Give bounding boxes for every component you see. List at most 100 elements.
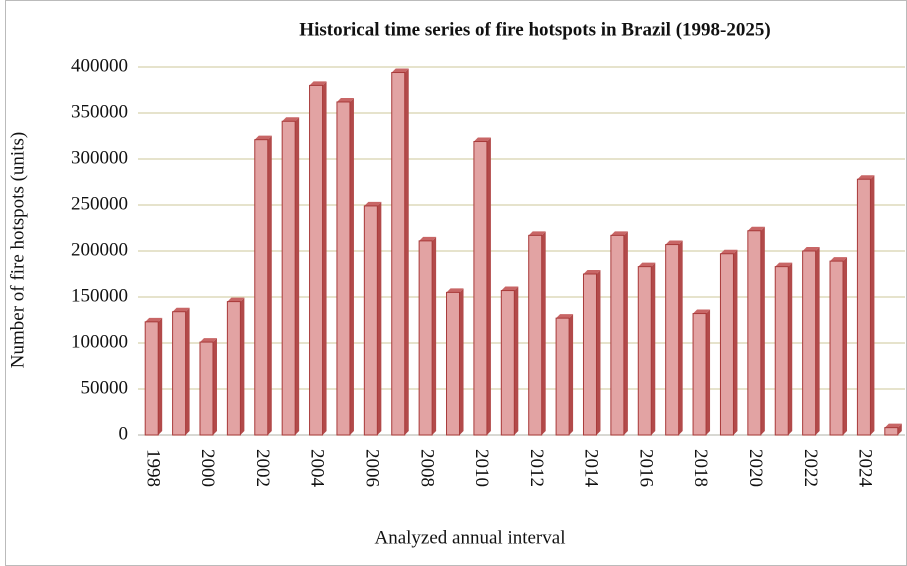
bar-side <box>322 81 327 436</box>
bar <box>144 321 159 436</box>
bar-top <box>364 201 382 206</box>
bar-top <box>227 297 245 302</box>
bar-top <box>254 135 272 140</box>
bar <box>829 260 844 436</box>
bar-top <box>473 137 491 142</box>
bar <box>884 427 899 436</box>
y-tick-label: 50000 <box>81 377 129 398</box>
bar-side <box>295 117 300 435</box>
bar-side <box>623 231 628 435</box>
bar <box>610 234 625 436</box>
bar-side <box>158 317 163 435</box>
bar <box>172 311 187 436</box>
x-tick-label: 2016 <box>635 449 656 487</box>
bar <box>336 101 351 436</box>
x-tick-label: 2024 <box>855 449 876 488</box>
bar-side <box>212 338 217 435</box>
x-tick-label: 2018 <box>690 449 711 487</box>
bar-side <box>404 68 409 436</box>
bar-side <box>788 262 793 435</box>
bar <box>637 266 652 436</box>
x-axis-label: Analyzed annual interval <box>375 527 566 548</box>
bar-side <box>459 288 464 435</box>
bar-top <box>446 288 464 293</box>
bar-top <box>747 226 765 231</box>
bar-top <box>830 257 848 262</box>
bar <box>446 291 461 436</box>
bar-side <box>815 247 820 435</box>
bar-top <box>145 317 163 322</box>
bar-side <box>760 226 765 435</box>
bar-top <box>884 423 902 428</box>
y-tick-label: 150000 <box>71 285 128 306</box>
bar-top <box>172 307 190 312</box>
x-tick-label: 2002 <box>252 449 273 487</box>
x-tick-label: 1998 <box>142 449 163 487</box>
x-tick-label: 2010 <box>471 449 492 487</box>
bar <box>254 139 269 436</box>
x-tick-label: 2020 <box>745 449 766 487</box>
bar-side <box>843 257 848 435</box>
y-tick-label: 250000 <box>71 193 128 214</box>
bar-top <box>556 314 574 319</box>
bar <box>582 273 597 436</box>
bar-side <box>432 236 437 435</box>
bar <box>226 301 241 436</box>
y-tick-label: 0 <box>119 423 129 444</box>
bar-top <box>199 338 217 343</box>
bar-side <box>706 309 711 435</box>
bar-top <box>720 249 738 254</box>
bar <box>719 253 734 436</box>
bar-top <box>857 175 875 180</box>
x-tick-label: 2008 <box>416 449 437 487</box>
bar-top <box>610 231 628 236</box>
bar-side <box>267 135 272 435</box>
y-tick-label: 200000 <box>71 239 128 260</box>
y-axis-label: Number of fire hotspots (units) <box>7 132 28 368</box>
bar <box>500 290 515 436</box>
bar-side <box>733 249 738 435</box>
bar-side <box>240 297 245 435</box>
x-tick-label: 2004 <box>307 449 328 488</box>
y-tick-label: 350000 <box>71 101 128 122</box>
bar <box>473 141 488 436</box>
bar-top <box>282 117 300 122</box>
bar-side <box>185 307 190 435</box>
bar <box>528 234 543 436</box>
bar <box>418 240 433 436</box>
bar-top <box>693 309 711 314</box>
bar <box>281 120 296 436</box>
bar <box>774 266 789 436</box>
bar-side <box>678 240 683 435</box>
bar-top <box>419 236 437 241</box>
bar-top <box>638 262 656 267</box>
bar-top <box>775 262 793 267</box>
bar-top <box>501 286 519 291</box>
bar-top <box>528 231 546 236</box>
x-tick-label: 2000 <box>197 449 218 487</box>
y-tick-label: 100000 <box>71 331 128 352</box>
bar <box>309 84 324 436</box>
bar <box>391 72 406 436</box>
bar-top <box>391 68 409 73</box>
y-tick-label: 300000 <box>71 147 128 168</box>
x-tick-label: 2006 <box>361 449 382 487</box>
bar-side <box>596 270 601 435</box>
x-tick-label: 2014 <box>581 449 602 488</box>
bar-top <box>336 97 354 102</box>
y-tick-label: 400000 <box>71 55 128 76</box>
bar-top <box>309 81 327 86</box>
bar <box>665 244 680 436</box>
chart-title: Historical time series of fire hotspots … <box>299 19 770 40</box>
bar <box>555 317 570 436</box>
bar-top <box>802 247 820 251</box>
bar-top <box>665 240 683 245</box>
bar-top <box>583 270 601 274</box>
bar <box>802 250 817 436</box>
bar-side <box>349 97 354 436</box>
x-tick-label: 2022 <box>800 449 821 487</box>
bar-side <box>870 175 875 436</box>
bar-side <box>486 137 491 435</box>
bar <box>363 205 378 436</box>
